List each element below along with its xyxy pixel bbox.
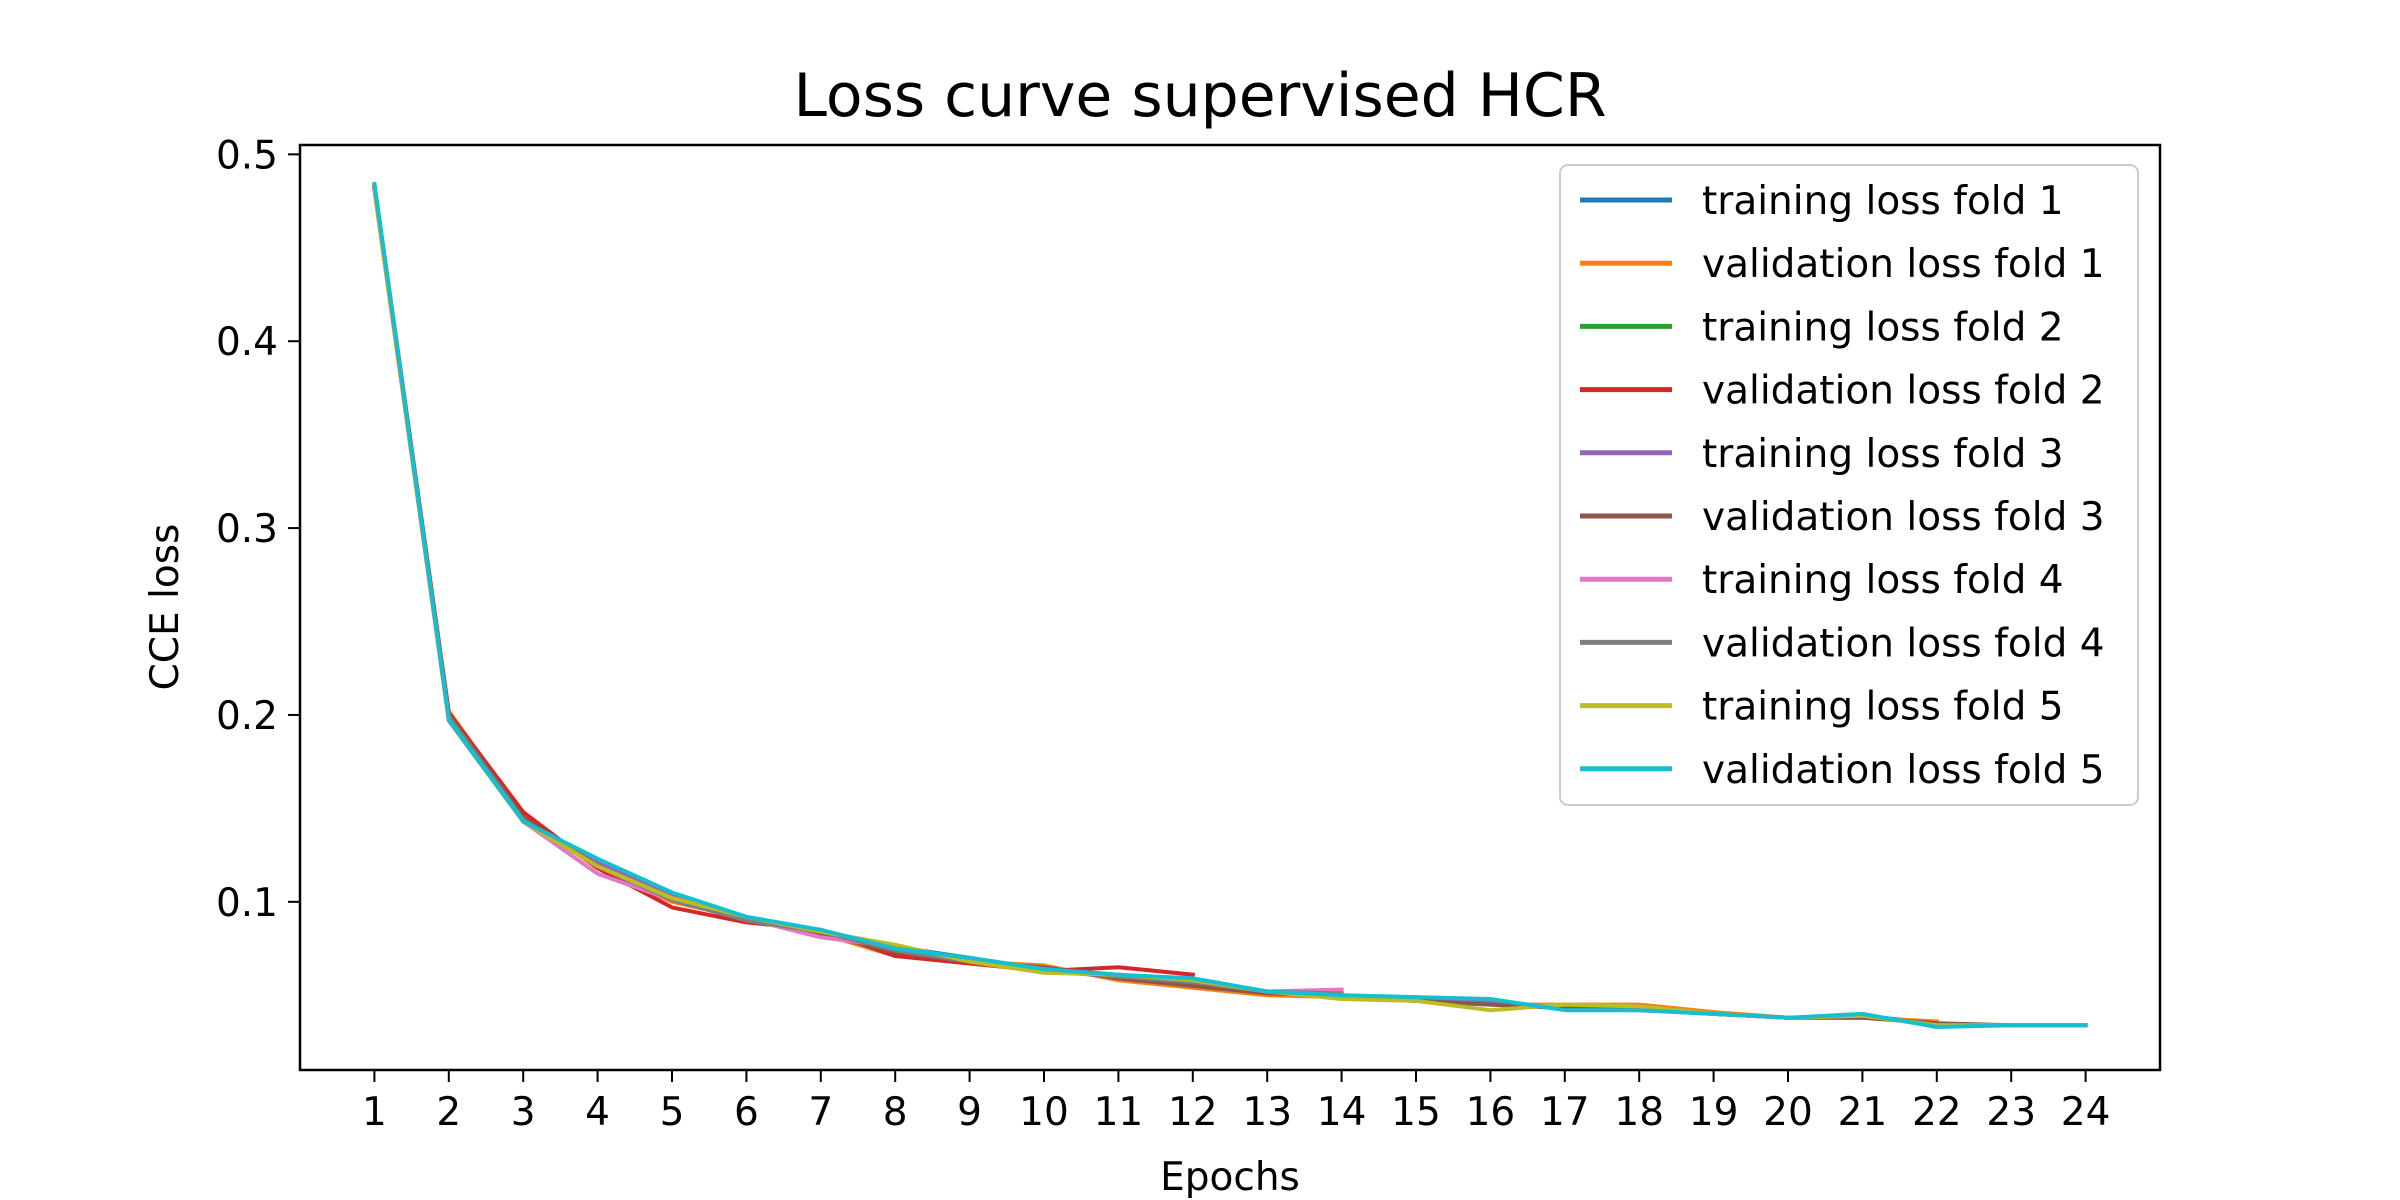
x-tick-label: 6 [734,1090,759,1135]
legend-label: validation loss fold 4 [1702,621,2105,666]
x-tick-label: 18 [1614,1090,1664,1135]
x-tick-label: 24 [2061,1090,2111,1135]
series-layer [372,181,2088,1029]
x-tick-label: 3 [511,1090,536,1135]
x-tick-label: 11 [1094,1090,1144,1135]
x-tick-label: 17 [1540,1090,1590,1135]
x-tick-label: 10 [1019,1090,1069,1135]
x-tick-label: 21 [1838,1090,1888,1135]
x-tick-label: 1 [362,1090,387,1135]
legend-frame [1559,164,2139,806]
y-tick-label: 0.2 [216,694,278,739]
legend-label: training loss fold 1 [1702,179,2064,224]
legend-label: training loss fold 3 [1702,432,2064,477]
x-tick-label: 23 [1986,1090,2036,1135]
legend: training loss fold 1 validation loss fold… [1559,164,2139,806]
legend-label: training loss fold 5 [1702,685,2064,730]
x-axis: 1 2 3 4 5 6 7 8 9 10 11 12 13 14 15 16 17 18 19 20 21 22 23 24 [362,1070,2110,1135]
x-tick-label: 13 [1242,1090,1292,1135]
series-line-10 [372,181,2088,1029]
plot-frame [298,143,2162,1072]
x-tick-label: 19 [1689,1090,1739,1135]
x-tick-label: 8 [883,1090,908,1135]
x-axis-label: Epochs [1160,1155,1300,1200]
y-axis-label: CCE loss [143,524,188,691]
legend-label: training loss fold 2 [1702,305,2064,350]
legend-label: validation loss fold 1 [1702,242,2105,287]
x-tick-label: 12 [1168,1090,1218,1135]
x-tick-label: 20 [1763,1090,1813,1135]
y-axis: 0.1 0.2 0.3 0.4 0.5 [216,133,300,926]
y-tick-label: 0.1 [216,881,278,926]
legend-label: training loss fold 4 [1702,558,2064,603]
y-tick-label: 0.4 [216,320,278,365]
legend-label: validation loss fold 2 [1702,369,2105,414]
x-tick-label: 7 [808,1090,833,1135]
y-tick-label: 0.5 [216,133,278,178]
x-tick-label: 16 [1466,1090,1516,1135]
x-tick-label: 5 [660,1090,685,1135]
y-tick-label: 0.3 [216,507,278,552]
x-tick-label: 15 [1391,1090,1441,1135]
legend-label: validation loss fold 5 [1702,748,2105,793]
legend-label: validation loss fold 3 [1702,495,2105,540]
x-tick-label: 4 [585,1090,610,1135]
x-tick-label: 22 [1912,1090,1962,1135]
chart-title: Loss curve supervised HCR [793,61,1606,131]
x-tick-label: 9 [957,1090,982,1135]
x-tick-label: 2 [436,1090,461,1135]
x-tick-label: 14 [1317,1090,1367,1135]
